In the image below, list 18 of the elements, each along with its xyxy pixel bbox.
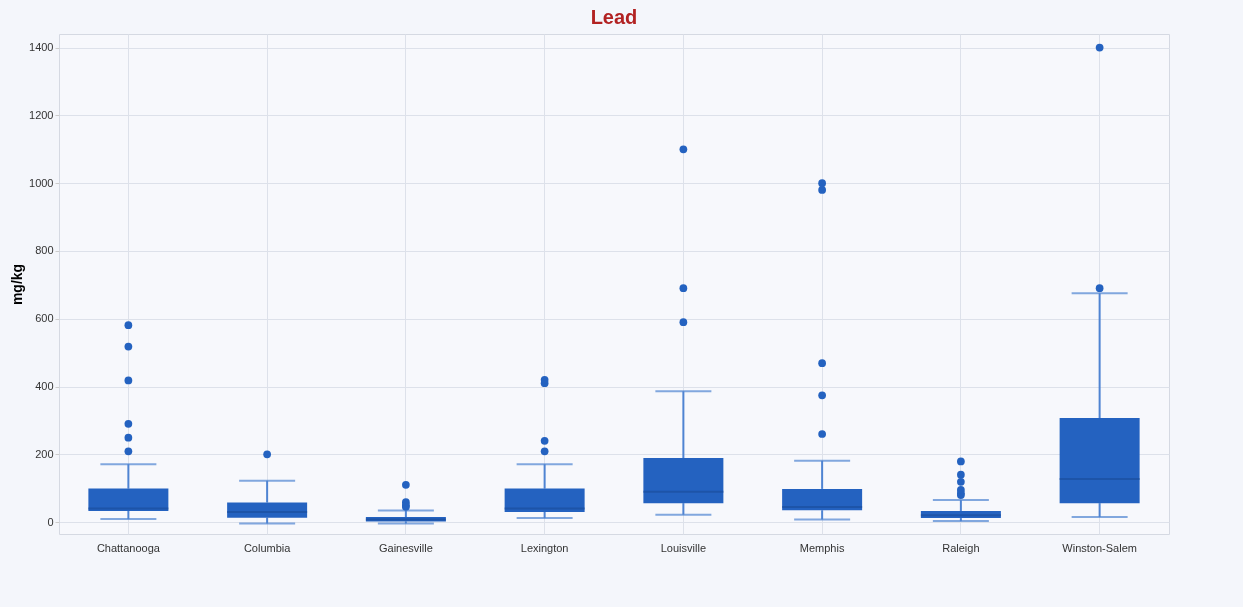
y-tick-label: 200 — [35, 447, 54, 460]
x-tick-label: Gainesville — [378, 541, 433, 554]
x-tick-label: Memphis — [799, 541, 845, 554]
x-tick-label: Raleigh — [942, 541, 980, 554]
x-tick-label: Louisville — [660, 541, 706, 554]
y-tick-label: 800 — [35, 244, 54, 257]
y-tick-label: 1000 — [29, 176, 54, 189]
x-tick-label: Chattanooga — [96, 541, 161, 554]
y-tick-label: 0 — [47, 515, 54, 528]
y-tick-label: 1200 — [29, 108, 54, 121]
x-tick-label: Winston-Salem — [1062, 541, 1137, 554]
y-tick-label: 600 — [35, 312, 54, 325]
chart-title: Lead — [590, 6, 638, 28]
y-tick-label: 1400 — [29, 41, 54, 54]
x-tick-label: Columbia — [243, 541, 292, 554]
x-tick-label: Lexington — [520, 541, 569, 554]
y-axis-title: mg/kg — [9, 263, 26, 306]
y-tick-label: 400 — [35, 380, 54, 393]
